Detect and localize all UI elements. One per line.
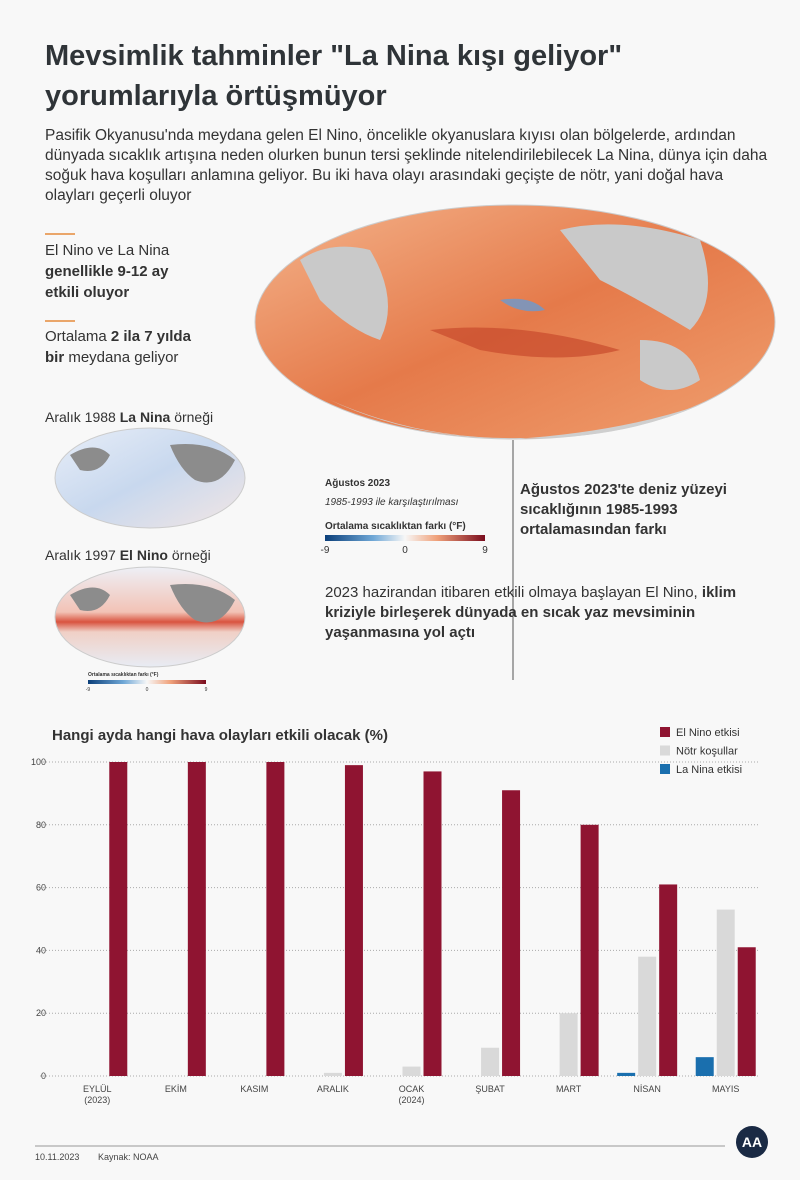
- note: 2023 hazirandan itibaren etkili olmaya b…: [325, 583, 765, 643]
- example-label: Aralık 1997 El Nino örneği: [45, 547, 211, 563]
- bar: [737, 947, 756, 1076]
- x-tick-label: MART: [555, 1084, 582, 1094]
- colorbar-tick: -9: [321, 545, 330, 556]
- logo-text: AA: [742, 1134, 762, 1150]
- text-segment: 2023 hazirandan itibaren etkili olmaya b…: [325, 584, 698, 601]
- bar: [481, 1047, 500, 1076]
- bar: [323, 1072, 342, 1076]
- x-tick-label: ARALIK: [316, 1084, 349, 1094]
- legend-label: La Nina etkisi: [676, 764, 742, 776]
- bar: [716, 909, 735, 1076]
- colorbar-tick: 0: [146, 687, 149, 693]
- y-tick-label: 100: [31, 757, 46, 767]
- bar: [423, 771, 442, 1076]
- footer-source: Kaynak: NOAA: [98, 1152, 159, 1162]
- text-segment: El Nino: [119, 547, 168, 563]
- legend-label: El Nino etkisi: [676, 727, 740, 739]
- text-segment: Ortalama: [45, 328, 107, 345]
- bar: [638, 956, 657, 1076]
- text-segment: meydana geliyor: [68, 349, 179, 366]
- text-segment: genellikle 9-12 ay etkili oluyor: [45, 263, 169, 301]
- colorbar: [325, 535, 485, 541]
- bar: [559, 1013, 578, 1076]
- bar: [617, 1072, 636, 1076]
- legend-swatch: [660, 764, 670, 774]
- text-segment: Aralık 1988: [45, 409, 116, 425]
- title: Mevsimlik tahminler "La Nina kışı geliyo…: [45, 40, 623, 112]
- footer-date: 10.11.2023: [35, 1152, 79, 1162]
- colorbar-tick: 9: [482, 545, 488, 556]
- map-caption: Ağustos 2023'te deniz yüzeyi sıcaklığını…: [520, 481, 727, 538]
- bar: [109, 762, 128, 1076]
- bar: [695, 1057, 714, 1076]
- fact: El Nino ve La Nina genellikle 9-12 ay et…: [45, 240, 205, 303]
- map-comparison: 1985-1993 ile karşılaştırılması: [325, 497, 459, 508]
- colorbar-tick: -9: [86, 687, 91, 693]
- colorbar-tick: 9: [205, 687, 208, 693]
- text-segment: Aralık 1997: [45, 547, 116, 563]
- text-segment: La Nina: [119, 409, 171, 425]
- colorbar-tick: 0: [402, 545, 408, 556]
- fact: Ortalama 2 ila 7 yılda bir meydana geliy…: [45, 326, 205, 368]
- intro: Pasifik Okyanusu'nda meydana gelen El Ni…: [45, 127, 768, 204]
- colorbar-label: Ortalama sıcaklıktan farkı (°F): [325, 521, 466, 532]
- x-tick-label: EKİM: [164, 1084, 187, 1094]
- main-map: [254, 204, 776, 440]
- legend-label: Nötr koşullar: [676, 746, 738, 758]
- text-segment: 2 ila 7 yılda bir: [45, 328, 191, 366]
- x-tick-label: OCAK (2024): [398, 1084, 425, 1105]
- text-segment: örneği: [174, 409, 214, 425]
- bar: [187, 762, 206, 1076]
- text-segment: iklim kriziyle birleşerek dünyada en sıc…: [325, 584, 737, 641]
- bar: [502, 790, 521, 1076]
- logo: AA: [736, 1126, 768, 1158]
- bar: [402, 1066, 421, 1076]
- colorbar: [88, 680, 206, 684]
- bar: [659, 884, 678, 1076]
- bar: [266, 762, 285, 1076]
- x-tick-label: MAYIS: [712, 1084, 740, 1094]
- colorbar-label: Ortalama sıcaklıktan farkı (°F): [88, 672, 159, 678]
- chart-title: Hangi ayda hangi hava olayları etkili ol…: [52, 727, 388, 744]
- x-tick-label: EYLÜL (2023): [83, 1084, 112, 1105]
- text-segment: örneği: [171, 547, 211, 563]
- map-date: Ağustos 2023: [325, 478, 391, 489]
- legend-swatch: [660, 745, 670, 756]
- x-tick-label: KASIM: [240, 1084, 269, 1094]
- x-tick-label: ŞUBAT: [475, 1084, 505, 1094]
- legend-swatch: [660, 727, 670, 737]
- example-map-1997: [54, 566, 246, 668]
- text-segment: El Nino ve La Nina: [45, 242, 170, 259]
- bar: [344, 765, 363, 1076]
- x-tick-label: NİSAN: [633, 1084, 661, 1094]
- example-map-1988: [54, 427, 246, 529]
- example-label: Aralık 1988 La Nina örneği: [45, 409, 213, 425]
- bar: [580, 824, 599, 1076]
